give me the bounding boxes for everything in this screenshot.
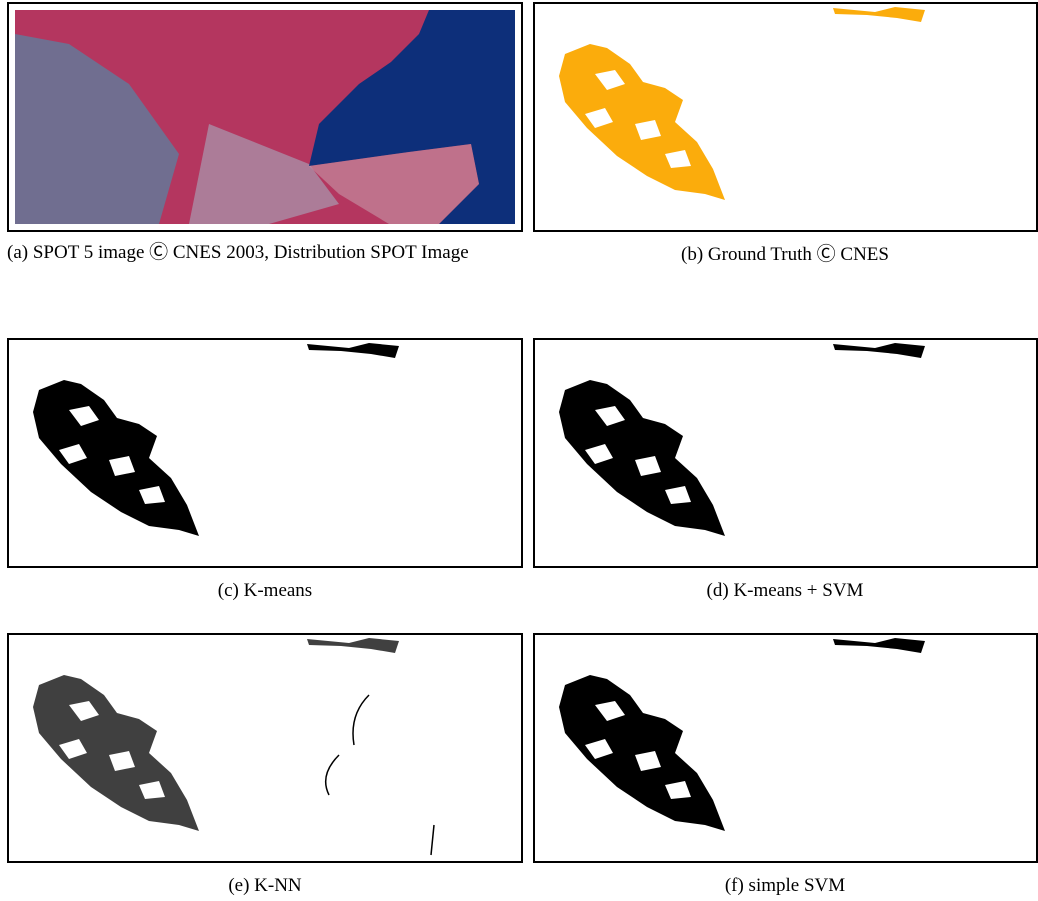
image — [559, 7, 925, 200]
caption: (a) SPOT 5 image Ⓒ CNES 2003, Distributi… — [7, 242, 469, 263]
caption: (f) simple SVM — [724, 875, 846, 896]
image — [559, 638, 925, 831]
caption: (d) K-means + SVM — [706, 580, 864, 601]
result-map — [7, 338, 523, 568]
caption: (c) K-means — [217, 580, 313, 601]
image — [33, 638, 435, 856]
satellite-image — [7, 2, 523, 232]
image — [559, 343, 925, 536]
ground-truth — [533, 2, 1038, 232]
caption: (e) K-NN — [228, 875, 302, 896]
caption: (b) Ground Truth Ⓒ CNES — [681, 244, 889, 265]
image — [33, 343, 399, 536]
image — [15, 10, 515, 224]
result-map — [7, 633, 523, 863]
result-map — [533, 338, 1038, 568]
result-map — [533, 633, 1038, 863]
